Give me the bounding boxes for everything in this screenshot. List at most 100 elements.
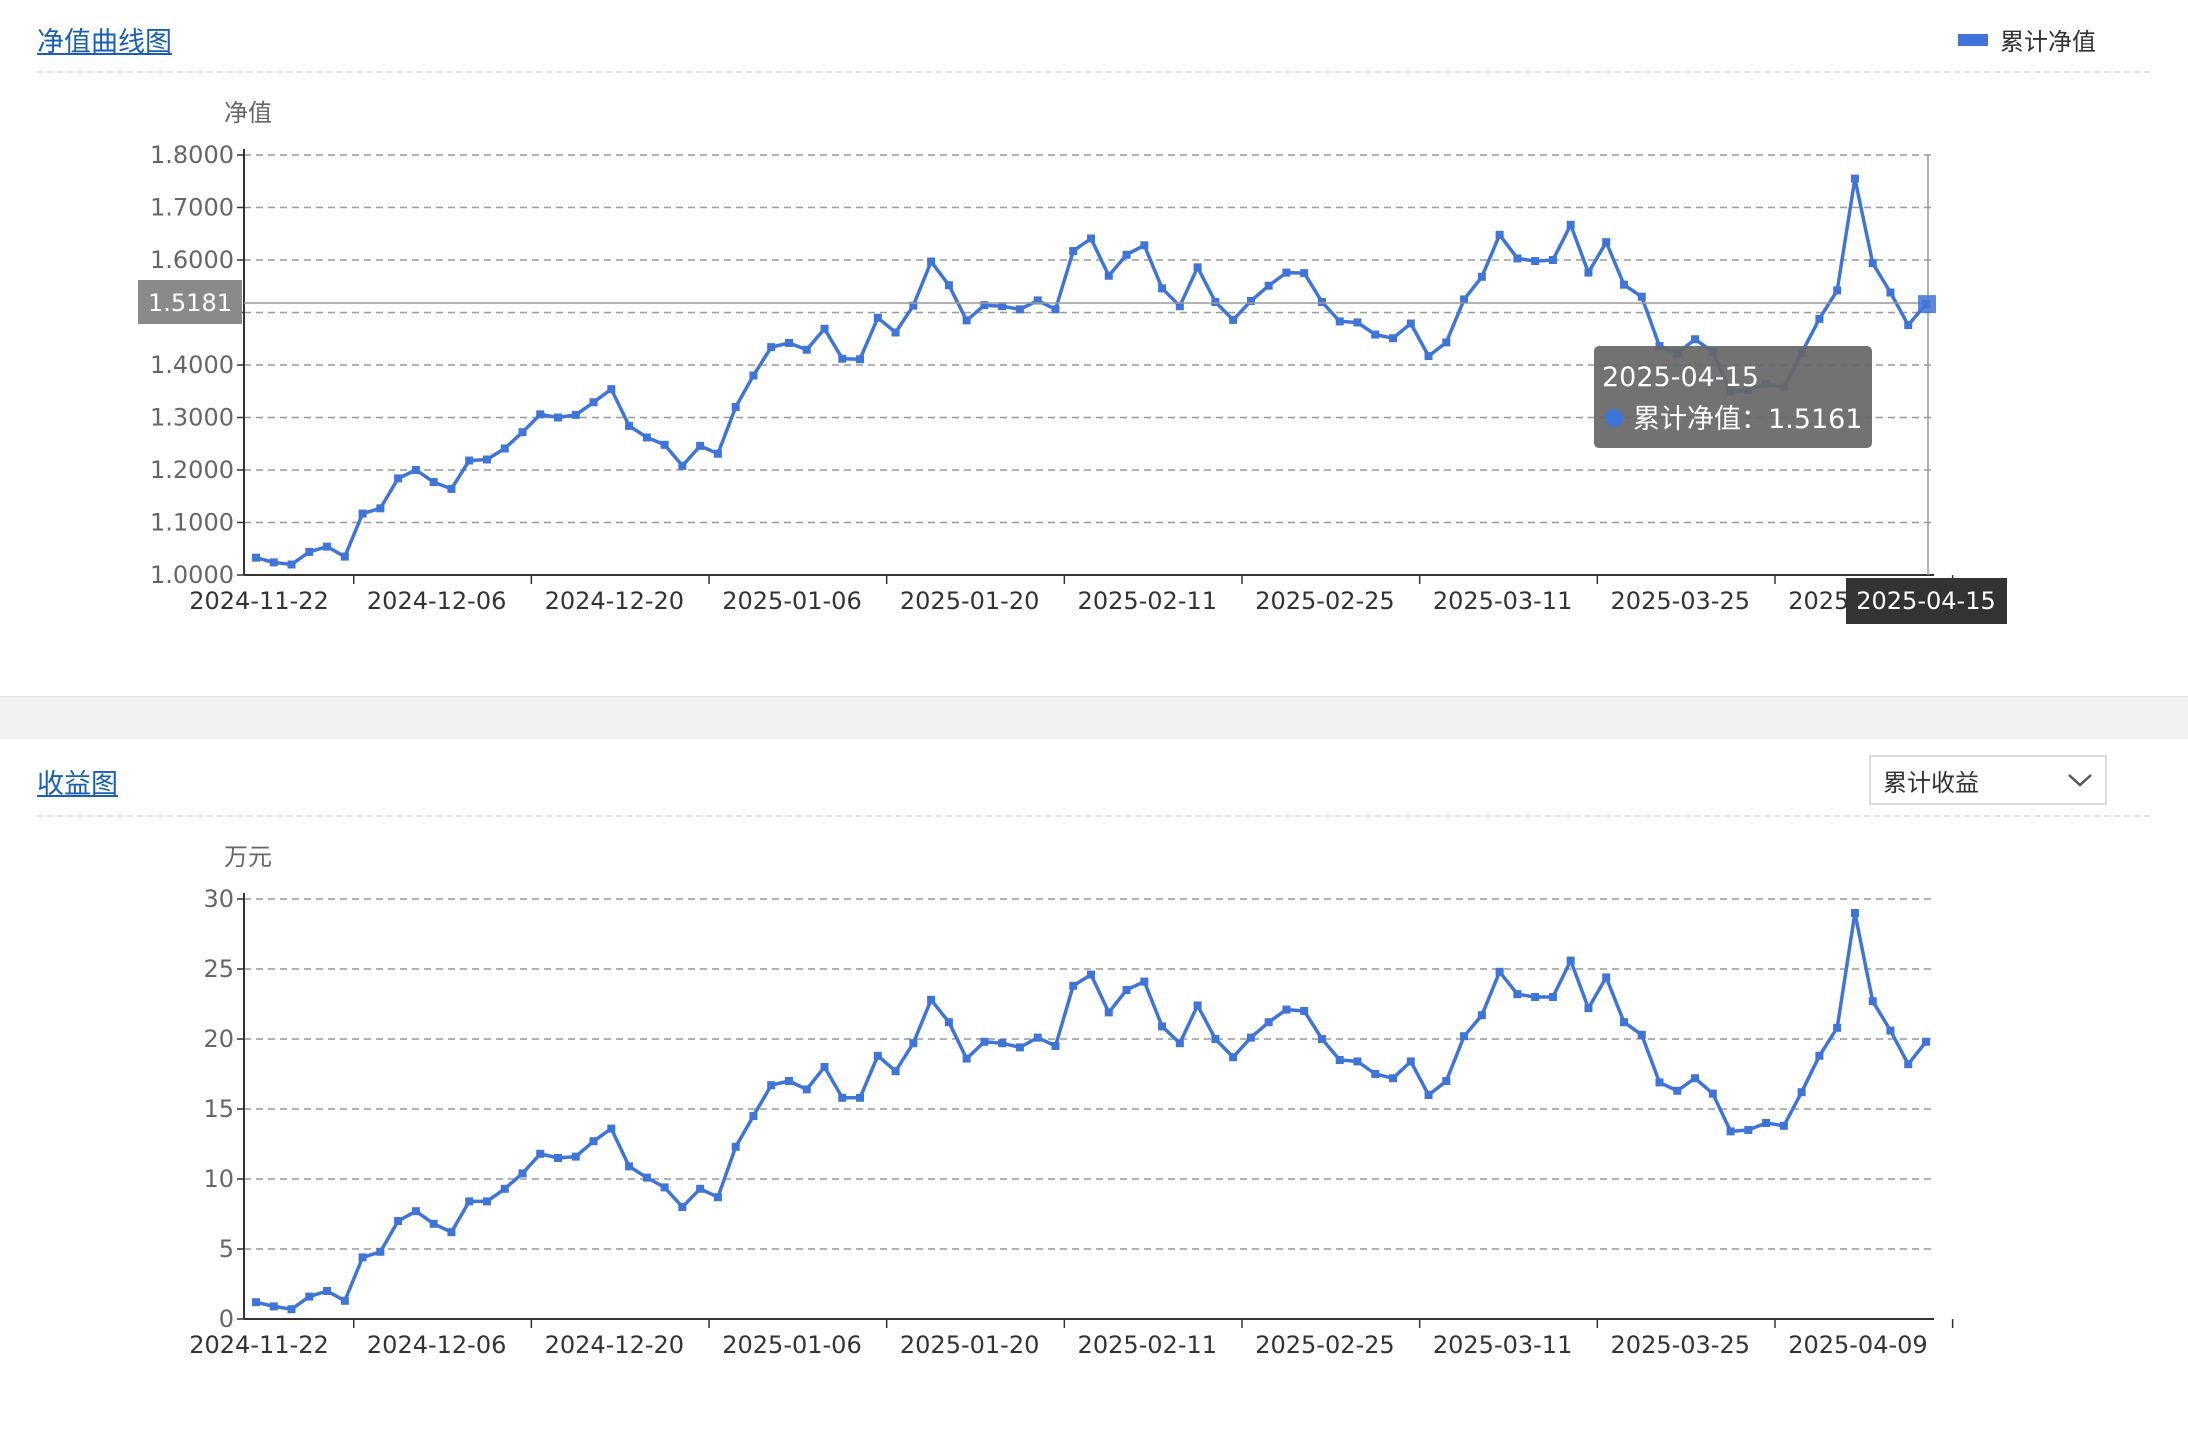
- data-point: [536, 410, 545, 419]
- data-point: [1087, 234, 1095, 243]
- data-point: [625, 421, 634, 430]
- y-tick-label: 15: [203, 1095, 234, 1123]
- data-point: [1158, 1022, 1167, 1031]
- return-line-chart[interactable]: 万元 0 5 10 15 20 25 30 2024-11-22 2024-12-06 2024-1…: [0, 739, 2188, 1442]
- data-point: [642, 1173, 651, 1182]
- data-point: [305, 1292, 314, 1301]
- data-point: [1300, 1007, 1309, 1015]
- data-point: [1104, 271, 1113, 280]
- data-point: [1797, 1088, 1806, 1097]
- tooltip-box: [1594, 346, 1872, 448]
- data-point: [1477, 1011, 1486, 1020]
- data-point: [1637, 1030, 1646, 1039]
- x-tick-label: 2024-12-20: [545, 1331, 684, 1359]
- data-point: [909, 1039, 918, 1048]
- data-point: [1708, 1089, 1717, 1098]
- data-point: [1850, 909, 1859, 917]
- crosshair-date-box: [1846, 578, 2007, 624]
- x-tick-label: 2025-02-11: [1078, 1331, 1217, 1359]
- tooltip-series-dot: [1605, 409, 1623, 427]
- data-point: [1317, 298, 1326, 306]
- data-point: [1886, 288, 1895, 297]
- data-point: [1371, 330, 1380, 339]
- data-point: [820, 1063, 829, 1071]
- y-tick-label: 1.1000: [150, 509, 234, 537]
- data-point: [1264, 281, 1273, 290]
- data-point: [1282, 268, 1291, 277]
- data-point: [1868, 997, 1877, 1006]
- data-point: [607, 385, 616, 394]
- data-point: [1815, 1051, 1824, 1060]
- data-point: [1353, 1057, 1362, 1066]
- data-point: [1264, 1018, 1273, 1027]
- legend-swatch-icon: [1958, 33, 1988, 46]
- x-tick-label: 2025-03-11: [1433, 1331, 1572, 1359]
- data-point: [287, 560, 296, 569]
- data-point: [962, 1054, 971, 1063]
- data-point: [838, 1093, 847, 1102]
- data-point: [1193, 263, 1202, 272]
- data-point: [731, 1142, 740, 1151]
- data-point: [962, 316, 971, 325]
- data-point: [1087, 970, 1095, 979]
- data-point: [1886, 1026, 1895, 1035]
- data-point: [927, 257, 936, 266]
- data-point: [340, 1296, 349, 1305]
- x-tick-label: 2025-01-06: [722, 1331, 861, 1359]
- legend-item-cumulative-nav[interactable]: 累计净值: [1958, 22, 2096, 57]
- return-chart-title[interactable]: 收益图: [37, 769, 118, 800]
- data-point: [1602, 973, 1611, 982]
- data-point: [1424, 352, 1433, 361]
- data-point: [1833, 1023, 1842, 1032]
- nav-curve-title[interactable]: 净值曲线图: [37, 27, 172, 58]
- data-point: [1335, 317, 1344, 326]
- data-point: [998, 1039, 1007, 1048]
- data-point: [571, 410, 580, 419]
- tooltip-date: 2025-04-15: [1602, 362, 1759, 393]
- data-point: [1033, 1033, 1042, 1042]
- data-point: [1868, 259, 1877, 268]
- data-point: [500, 444, 509, 453]
- data-point: [1069, 247, 1078, 256]
- data-point: [1300, 269, 1309, 278]
- data-point: [625, 1162, 634, 1171]
- data-point: [252, 1298, 260, 1307]
- data-point: [1460, 1032, 1469, 1041]
- hover-point-marker: [1918, 295, 1936, 314]
- data-point: [784, 338, 793, 347]
- data-point: [1406, 319, 1415, 328]
- data-point: [358, 1253, 367, 1262]
- nav-line-chart[interactable]: 净值1.00001.10001.20001.30001.40001.50001.…: [0, 0, 2188, 696]
- y-tick-label: 10: [203, 1165, 234, 1193]
- data-point: [873, 313, 882, 322]
- data-point: [1922, 1037, 1930, 1046]
- data-point: [856, 1093, 865, 1102]
- data-point: [411, 466, 420, 474]
- data-point: [482, 1197, 491, 1206]
- data-point: [1442, 1077, 1451, 1085]
- data-point: [1033, 296, 1042, 305]
- data-point: [696, 441, 705, 450]
- data-point: [518, 1169, 527, 1178]
- data-point: [1193, 1001, 1202, 1010]
- y-tick-label: 1.2000: [150, 456, 234, 484]
- data-point: [1460, 295, 1469, 304]
- data-point: [358, 509, 367, 518]
- data-point: [1815, 314, 1824, 323]
- data-point: [980, 1037, 989, 1046]
- x-tick-label: 2025-04-09: [1788, 1331, 1927, 1359]
- data-point: [1531, 993, 1540, 1001]
- data-point: [1548, 256, 1557, 264]
- data-point: [713, 449, 722, 458]
- x-tick-label: 2025-02-25: [1255, 1331, 1394, 1359]
- title-divider: [37, 71, 2150, 73]
- data-point: [500, 1184, 509, 1193]
- data-point: [927, 995, 936, 1004]
- data-point: [340, 552, 349, 561]
- return-type-select[interactable]: 累计收益: [1869, 755, 2107, 805]
- data-point: [642, 433, 651, 442]
- data-point: [944, 281, 953, 290]
- data-point: [252, 553, 260, 562]
- data-point: [447, 484, 456, 493]
- data-point: [287, 1305, 296, 1314]
